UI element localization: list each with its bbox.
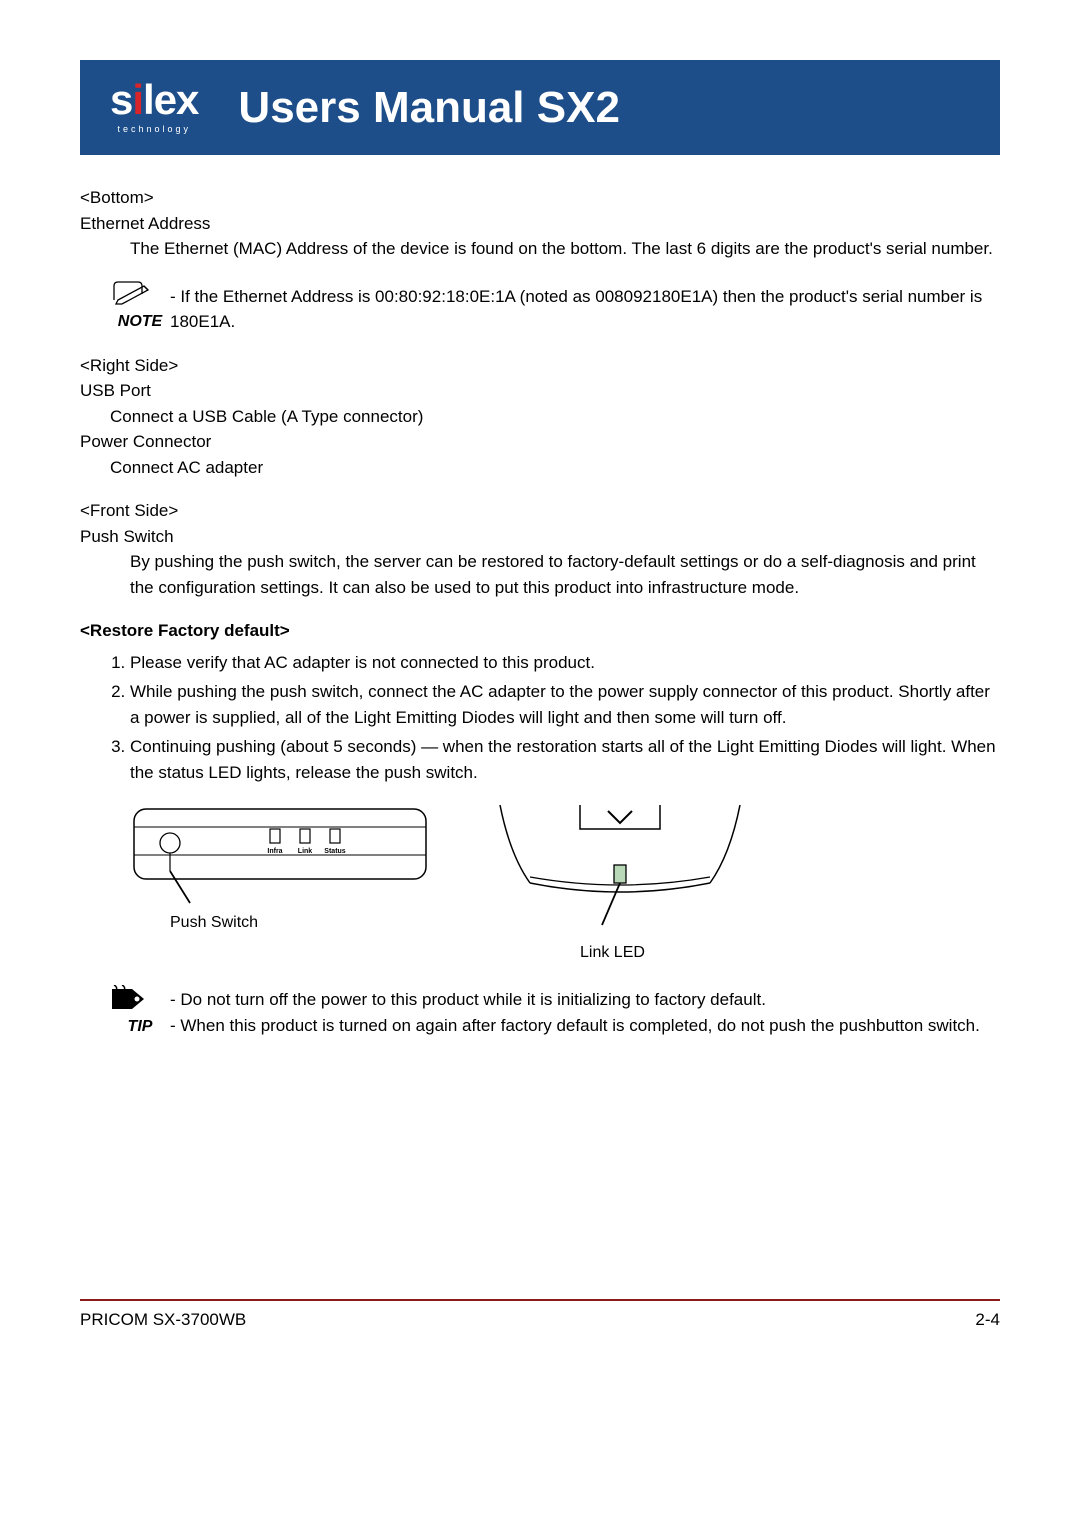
led-label-link: Link bbox=[298, 848, 312, 855]
section-front-label: <Front Side> bbox=[80, 498, 1000, 524]
diagram-top: Link LED bbox=[490, 805, 750, 965]
power-connector-heading: Power Connector bbox=[80, 429, 1000, 455]
usb-port-heading: USB Port bbox=[80, 378, 1000, 404]
footer-model: PRICOM SX-3700WB bbox=[80, 1307, 246, 1333]
led-label-status: Status bbox=[324, 848, 346, 855]
logo-tagline: technology bbox=[117, 123, 191, 137]
logo-wordmark: silex bbox=[110, 79, 198, 121]
note-label: NOTE bbox=[110, 310, 170, 334]
tip-line-2: - When this product is turned on again a… bbox=[170, 1013, 1000, 1039]
tip-text: - Do not turn off the power to this prod… bbox=[170, 985, 1000, 1038]
pencil-note-icon bbox=[110, 280, 150, 306]
section-bottom-label: <Bottom> bbox=[80, 185, 1000, 211]
footer-page-number: 2-4 bbox=[975, 1307, 1000, 1333]
push-switch-heading: Push Switch bbox=[80, 524, 1000, 550]
header-banner: silex technology Users Manual SX2 bbox=[80, 60, 1000, 155]
led-label-infra: Infra bbox=[267, 848, 282, 855]
tip-block: TIP - Do not turn off the power to this … bbox=[110, 985, 1000, 1039]
diagram-front: Infra Link Status Push Switch bbox=[130, 805, 430, 935]
diagram-caption-push-switch: Push Switch bbox=[170, 911, 430, 935]
restore-step-2: While pushing the push switch, connect t… bbox=[130, 679, 1000, 730]
tip-label: TIP bbox=[110, 1015, 170, 1039]
logo-pre: s bbox=[110, 76, 132, 123]
power-connector-desc: Connect AC adapter bbox=[110, 455, 1000, 481]
tip-icon-column: TIP bbox=[110, 985, 170, 1039]
logo-post: lex bbox=[143, 76, 198, 123]
ethernet-address-heading: Ethernet Address bbox=[80, 211, 1000, 237]
restore-heading: <Restore Factory default> bbox=[80, 618, 1000, 644]
page-footer: PRICOM SX-3700WB 2-4 bbox=[80, 1299, 1000, 1333]
note-text: - If the Ethernet Address is 00:80:92:18… bbox=[170, 280, 1000, 335]
push-switch-desc: By pushing the push switch, the server c… bbox=[130, 549, 1000, 600]
logo: silex technology bbox=[110, 79, 198, 137]
restore-step-3: Continuing pushing (about 5 seconds) — w… bbox=[130, 734, 1000, 785]
restore-step-1: Please verify that AC adapter is not con… bbox=[130, 650, 1000, 676]
front-device-diagram: Infra Link Status bbox=[130, 805, 430, 905]
top-device-diagram bbox=[490, 805, 750, 935]
usb-port-desc: Connect a USB Cable (A Type connector) bbox=[110, 404, 1000, 430]
note-icon-column: NOTE bbox=[110, 280, 170, 334]
diagram-caption-link-led: Link LED bbox=[580, 941, 750, 965]
tip-line-1: - Do not turn off the power to this prod… bbox=[170, 987, 1000, 1013]
tag-tip-icon bbox=[110, 985, 150, 1011]
section-right-label: <Right Side> bbox=[80, 353, 1000, 379]
logo-accent: i bbox=[132, 76, 143, 123]
restore-steps: Please verify that AC adapter is not con… bbox=[110, 650, 1000, 786]
page-title: Users Manual SX2 bbox=[238, 75, 620, 141]
ethernet-address-desc: The Ethernet (MAC) Address of the device… bbox=[130, 236, 1000, 262]
note-block: NOTE - If the Ethernet Address is 00:80:… bbox=[110, 280, 1000, 335]
diagrams-row: Infra Link Status Push Switch Link LED bbox=[130, 805, 1000, 965]
